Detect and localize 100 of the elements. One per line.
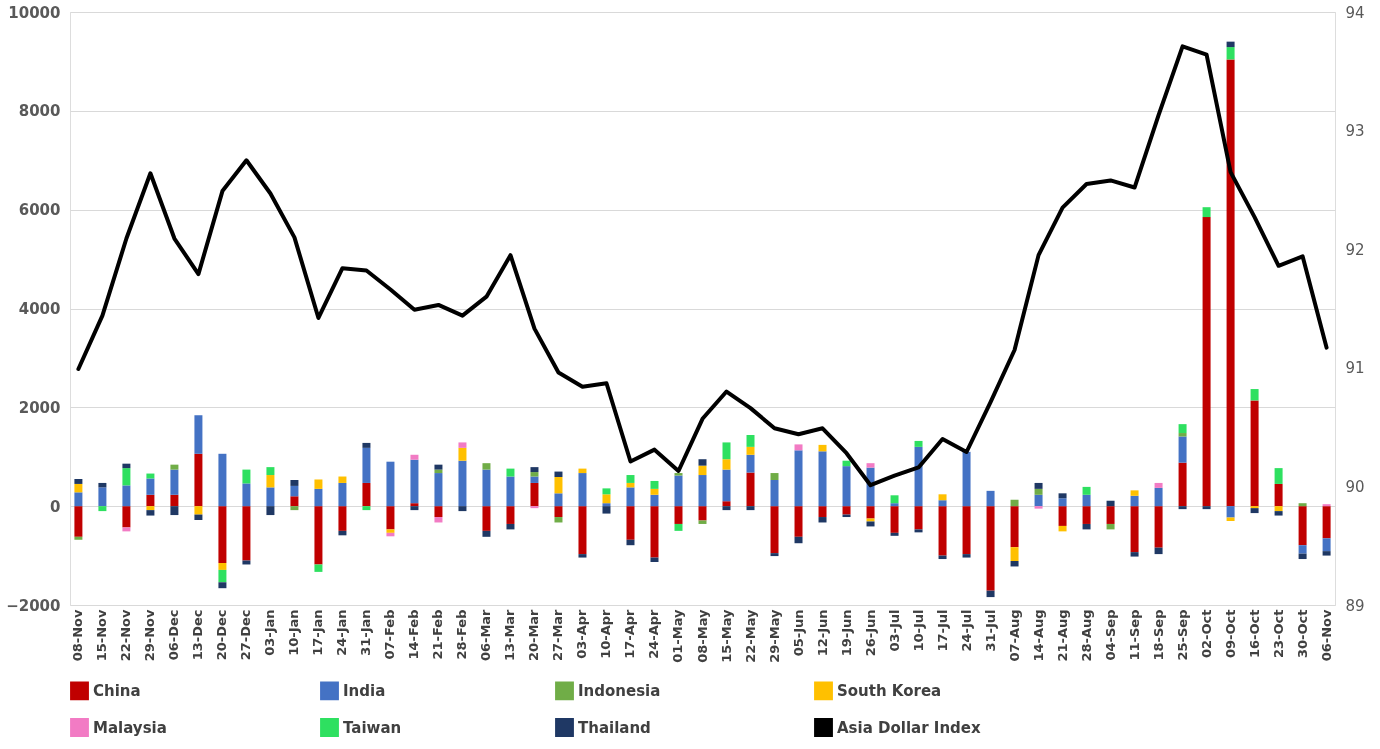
bar — [1178, 424, 1187, 434]
bar — [1082, 506, 1091, 524]
x-tick-label: 31-Jul — [982, 609, 998, 652]
x-tick-label: 17-Jan — [310, 609, 326, 656]
line-series — [76, 44, 1329, 488]
x-tick-label: 04-Sep — [1102, 609, 1118, 661]
bar — [1034, 488, 1043, 495]
bar — [362, 447, 371, 483]
bar — [866, 521, 875, 527]
legend-label: China — [93, 681, 141, 700]
bar — [962, 554, 971, 558]
bar — [986, 506, 995, 591]
bar — [722, 459, 731, 470]
x-tick-label: 06-Nov — [1318, 608, 1334, 662]
bar — [722, 442, 731, 460]
bar — [314, 479, 323, 489]
x-tick-label: 13-Mar — [502, 608, 518, 662]
bar — [1082, 494, 1091, 507]
bar — [434, 506, 443, 518]
x-tick-label: 11-Sep — [1126, 609, 1142, 661]
bar — [746, 506, 755, 511]
bar — [650, 494, 659, 507]
bar — [506, 468, 515, 477]
bar — [1058, 506, 1067, 526]
bar — [962, 451, 971, 507]
bar — [506, 523, 515, 530]
bar — [650, 506, 659, 558]
bar — [242, 506, 251, 561]
legend-label: Asia Dollar Index — [837, 718, 981, 737]
bar — [914, 446, 923, 507]
x-tick-label: 22-Nov — [118, 608, 134, 662]
bar — [122, 506, 131, 528]
bar — [746, 454, 755, 473]
x-tick-label: 09-Oct — [1222, 609, 1238, 658]
bar — [146, 510, 155, 516]
x-tick-label: 02-Oct — [1198, 609, 1214, 658]
bar — [1106, 523, 1115, 530]
x-tick-label: 10-Jul — [910, 609, 926, 652]
x-tick-label: 21-Aug — [1054, 609, 1070, 662]
x-tick-label: 18-Sep — [1150, 609, 1166, 661]
bar — [1154, 487, 1163, 507]
bar — [890, 503, 899, 507]
bar — [986, 490, 995, 507]
legend-label: Thailand — [578, 718, 651, 737]
bar — [434, 517, 443, 523]
bar — [602, 494, 611, 504]
bar — [218, 582, 227, 589]
bar — [1034, 506, 1043, 509]
bar — [626, 487, 635, 507]
bar — [794, 444, 803, 451]
bar — [482, 530, 491, 537]
bar — [458, 506, 467, 512]
x-tick-label: 20-Mar — [526, 608, 542, 662]
bar — [698, 475, 707, 507]
bar — [74, 478, 83, 484]
bar — [794, 536, 803, 544]
bar — [242, 483, 251, 507]
bar — [1106, 506, 1115, 524]
bar — [434, 464, 443, 470]
y2-tick-label: 92 — [1345, 240, 1365, 259]
bar — [266, 506, 275, 516]
bar — [290, 479, 299, 486]
bar — [1250, 389, 1259, 401]
bar — [1082, 523, 1091, 530]
bar — [362, 482, 371, 507]
y-tick-label: 0 — [50, 497, 61, 516]
bar — [530, 482, 539, 507]
x-tick-label: 08-Nov — [70, 608, 86, 662]
bar — [674, 475, 683, 507]
bar — [842, 506, 851, 515]
y2-tick-label: 91 — [1345, 359, 1365, 378]
bar — [314, 488, 323, 507]
bar — [410, 503, 419, 507]
bar — [746, 435, 755, 447]
bar — [1274, 511, 1283, 516]
bar — [1010, 506, 1019, 548]
y-tick-label: 2000 — [18, 398, 61, 417]
bar — [554, 471, 563, 478]
bar — [146, 506, 155, 511]
y-tick-label: 8000 — [18, 102, 61, 121]
legend-label: India — [343, 681, 386, 700]
y2-tick-label: 94 — [1345, 3, 1365, 22]
bar — [914, 440, 923, 447]
x-tick-label: 29-May — [766, 608, 782, 663]
bar — [314, 564, 323, 572]
x-tick-label: 08-May — [694, 608, 710, 663]
bar — [1322, 506, 1331, 539]
bar — [266, 467, 275, 476]
bar — [338, 476, 347, 483]
bar — [266, 475, 275, 488]
bar — [938, 500, 947, 507]
legend-label: Indonesia — [578, 681, 661, 700]
bar — [1226, 506, 1235, 518]
legend-label: South Korea — [837, 681, 942, 700]
bar — [122, 468, 131, 486]
bar — [170, 464, 179, 470]
bar — [746, 472, 755, 507]
bar — [746, 446, 755, 455]
bar — [410, 454, 419, 460]
bar — [1082, 486, 1091, 495]
